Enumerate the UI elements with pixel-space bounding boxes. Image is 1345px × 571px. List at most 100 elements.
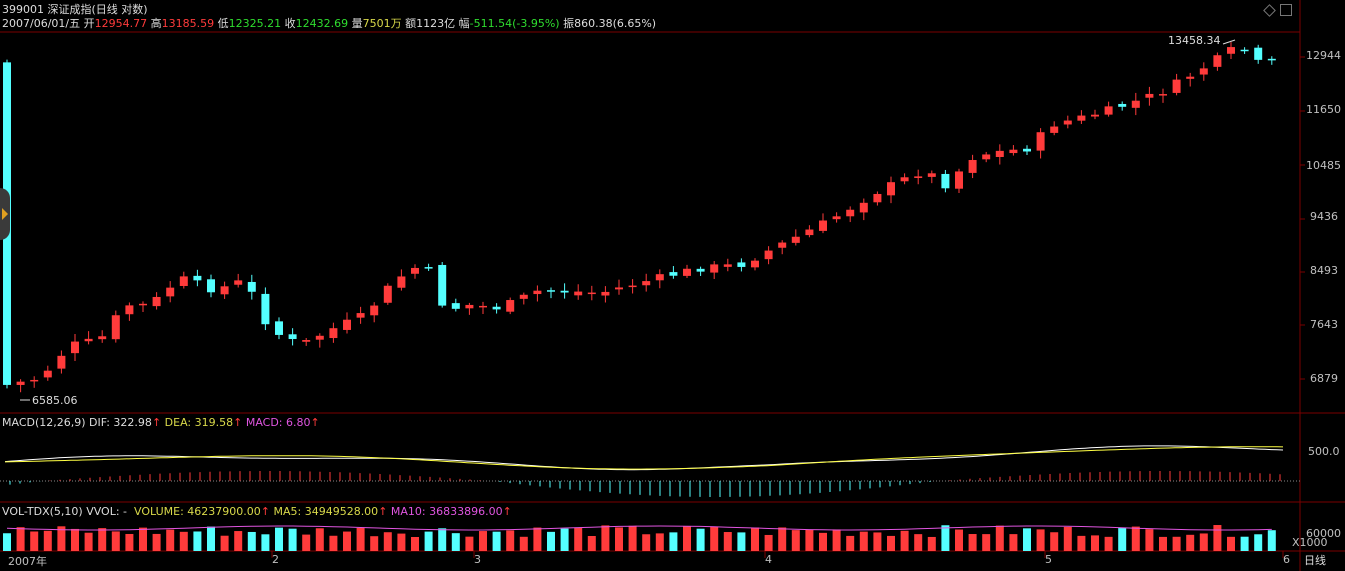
volume-bar	[438, 528, 447, 551]
volume-bar	[315, 528, 324, 551]
candle-down	[1267, 58, 1276, 61]
candle-down	[1118, 103, 1127, 107]
price-tick: 9436	[1310, 210, 1338, 223]
side-collapse-tab[interactable]	[0, 188, 10, 240]
candle-up	[655, 274, 664, 281]
volume-ma-line	[6, 525, 1272, 531]
volume-bar	[57, 526, 66, 551]
volume-bar	[3, 533, 11, 551]
volume-bar	[968, 534, 977, 551]
volume-bar	[547, 531, 555, 551]
volume-bar	[16, 527, 25, 551]
volume-bar	[955, 529, 963, 551]
candle-up	[791, 236, 800, 243]
candle-down	[1240, 49, 1249, 52]
candle-down	[560, 290, 569, 293]
volume-bar	[1036, 529, 1045, 551]
volume-bar	[247, 531, 256, 551]
candle-up	[751, 260, 759, 268]
volume-bar	[519, 536, 528, 551]
candle-up	[1036, 132, 1045, 151]
candle-up	[16, 381, 25, 385]
volume-bar	[1009, 534, 1018, 551]
volume-value: 7501万	[362, 17, 402, 30]
volume-bar	[982, 534, 991, 551]
volume-bar	[370, 536, 379, 551]
candle-up	[397, 276, 406, 288]
volume-bar	[43, 530, 52, 551]
volume-bar	[995, 525, 1004, 551]
volume-bar	[465, 536, 474, 551]
candle-up	[819, 220, 827, 231]
candle-down	[207, 279, 215, 293]
candle-up	[125, 305, 134, 315]
candlestick-series	[3, 42, 1276, 393]
candle-down	[451, 303, 460, 309]
candle-up	[1199, 68, 1208, 75]
index-name: 深证成指(日线 对数)	[47, 3, 148, 16]
candle-up	[601, 291, 610, 296]
candle-up	[1063, 120, 1072, 125]
volume-bar	[927, 536, 936, 551]
candle-down	[696, 268, 705, 272]
period-button[interactable]: 日线	[1304, 554, 1326, 567]
candle-up	[1077, 115, 1086, 121]
volume-bar	[1104, 536, 1113, 551]
volume-bar	[275, 527, 283, 551]
candle-up	[43, 370, 52, 378]
candle-up	[411, 267, 419, 274]
price-tick: 8493	[1310, 264, 1338, 277]
volume-bar	[492, 531, 501, 551]
candle-up	[315, 335, 324, 340]
candle-up	[574, 291, 583, 296]
candle-up	[383, 285, 392, 303]
candle-up	[479, 305, 487, 308]
close-value: 12432.69	[295, 17, 349, 30]
macd-panel	[4, 445, 1284, 497]
candle-up	[1186, 76, 1195, 79]
volume-bar	[628, 525, 637, 551]
volume-bar	[873, 532, 882, 551]
volume-bar	[941, 525, 950, 551]
candle-up	[900, 177, 909, 182]
candle-up	[533, 290, 542, 295]
volume-unit: X1000	[1292, 536, 1328, 549]
volume-bar	[220, 535, 229, 551]
volume-bar	[737, 532, 746, 551]
volume-bar	[125, 533, 134, 551]
maximize-icon[interactable]	[1280, 4, 1292, 16]
candle-down	[275, 321, 283, 335]
amplitude-value: 860.38(6.65%)	[574, 17, 657, 30]
volume-bar	[261, 534, 270, 551]
candle-up	[343, 319, 351, 330]
volume-bar	[234, 531, 243, 551]
candle-up	[995, 150, 1004, 157]
volume-bar	[832, 529, 841, 551]
candle-up	[1159, 94, 1167, 96]
time-tick: 5	[1045, 553, 1052, 566]
volume-bar	[1254, 534, 1263, 551]
volume-bar	[710, 526, 719, 551]
candle-up	[1172, 79, 1181, 93]
candle-down	[438, 264, 447, 306]
candle-up	[1009, 149, 1018, 154]
volume-bar	[846, 535, 855, 551]
candle-up	[927, 173, 936, 177]
max-price-label: 13458.34	[1168, 34, 1221, 47]
candle-up	[1131, 100, 1140, 108]
volume-bar	[574, 527, 583, 551]
price-tick: 12944	[1306, 49, 1341, 62]
candle-up	[710, 264, 719, 273]
candle-up	[84, 338, 93, 342]
volume-bar	[479, 531, 487, 551]
volume-bar	[411, 536, 419, 551]
volume-bar	[655, 533, 664, 551]
max-price-marker	[1222, 39, 1236, 45]
volume-bar	[723, 532, 732, 551]
high-value: 13185.59	[161, 17, 215, 30]
candle-up	[615, 287, 623, 290]
volume-bar	[1063, 526, 1072, 551]
volume-bar	[302, 534, 311, 551]
